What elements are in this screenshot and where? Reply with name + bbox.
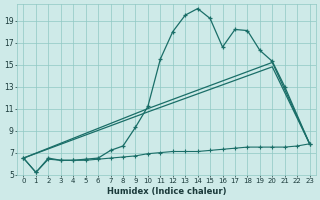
- X-axis label: Humidex (Indice chaleur): Humidex (Indice chaleur): [107, 187, 226, 196]
